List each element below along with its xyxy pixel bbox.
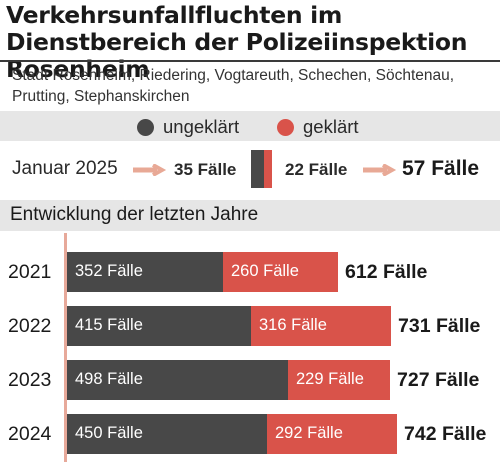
axis-line bbox=[64, 233, 67, 462]
legend-dot-solved bbox=[277, 118, 294, 136]
bar-total-label: 731 Fälle bbox=[398, 315, 481, 337]
bar-label-unsolved: 450 Fälle bbox=[75, 424, 143, 442]
bar-label-solved: 260 Fälle bbox=[231, 262, 299, 280]
january-solved-value: 22 Fälle bbox=[285, 160, 348, 179]
january-summary: Januar 2025 35 Fälle 22 Fälle 57 Fälle bbox=[0, 150, 500, 190]
bar-label-solved: 229 Fälle bbox=[296, 370, 364, 388]
year-label: 2022 bbox=[8, 315, 52, 337]
arrow-head bbox=[382, 164, 397, 176]
legend-item-unsolved: ungeklärt bbox=[137, 116, 239, 138]
legend-label-solved: geklärt bbox=[303, 116, 359, 137]
arrow-head bbox=[152, 164, 167, 176]
january-bar-solved bbox=[264, 150, 272, 188]
bar-label-solved: 316 Fälle bbox=[259, 316, 327, 334]
january-bar-unsolved bbox=[251, 150, 264, 188]
bar-total-label: 742 Fälle bbox=[404, 423, 487, 445]
year-label: 2021 bbox=[8, 261, 52, 283]
legend: ungeklärt geklärt bbox=[0, 111, 500, 141]
section-header: Entwicklung der letzten Jahre bbox=[0, 200, 500, 231]
bar-total-label: 612 Fälle bbox=[345, 261, 428, 283]
bar-segment-unsolved bbox=[67, 252, 223, 292]
bar-segment-solved bbox=[267, 414, 397, 454]
arrow-right-icon bbox=[133, 164, 167, 176]
bar-label-solved: 292 Fälle bbox=[275, 424, 343, 442]
year-label: 2024 bbox=[8, 423, 52, 445]
chart-title: Verkehrsunfallfluchten im Dienstbereich … bbox=[6, 1, 468, 83]
january-label: Januar 2025 bbox=[12, 158, 118, 179]
bar-segment-unsolved bbox=[67, 360, 288, 400]
bar-segment-unsolved bbox=[67, 414, 267, 454]
year-label: 2023 bbox=[8, 369, 52, 391]
bar-label-unsolved: 498 Fälle bbox=[75, 370, 143, 388]
bar-label-unsolved: 415 Fälle bbox=[75, 316, 143, 334]
legend-dot-unsolved bbox=[137, 118, 154, 136]
arrow-right-icon bbox=[363, 164, 397, 176]
bar-total-label: 727 Fälle bbox=[397, 369, 480, 391]
title-divider bbox=[0, 60, 500, 62]
january-total-value: 57 Fälle bbox=[402, 157, 480, 180]
bar-segment-unsolved bbox=[67, 306, 251, 346]
january-unsolved-value: 35 Fälle bbox=[174, 160, 237, 179]
legend-label-unsolved: ungeklärt bbox=[163, 116, 240, 137]
chart-subtitle: Stadt Rosenheim, Riedering, Vogtareuth, … bbox=[12, 67, 455, 105]
bar-segment-solved bbox=[288, 360, 390, 400]
bar-segment-solved bbox=[223, 252, 338, 292]
bar-segment-solved bbox=[251, 306, 391, 346]
section-title: Entwicklung der letzten Jahre bbox=[10, 204, 259, 225]
legend-item-solved: geklärt bbox=[277, 116, 359, 138]
bar-label-unsolved: 352 Fälle bbox=[75, 262, 143, 280]
